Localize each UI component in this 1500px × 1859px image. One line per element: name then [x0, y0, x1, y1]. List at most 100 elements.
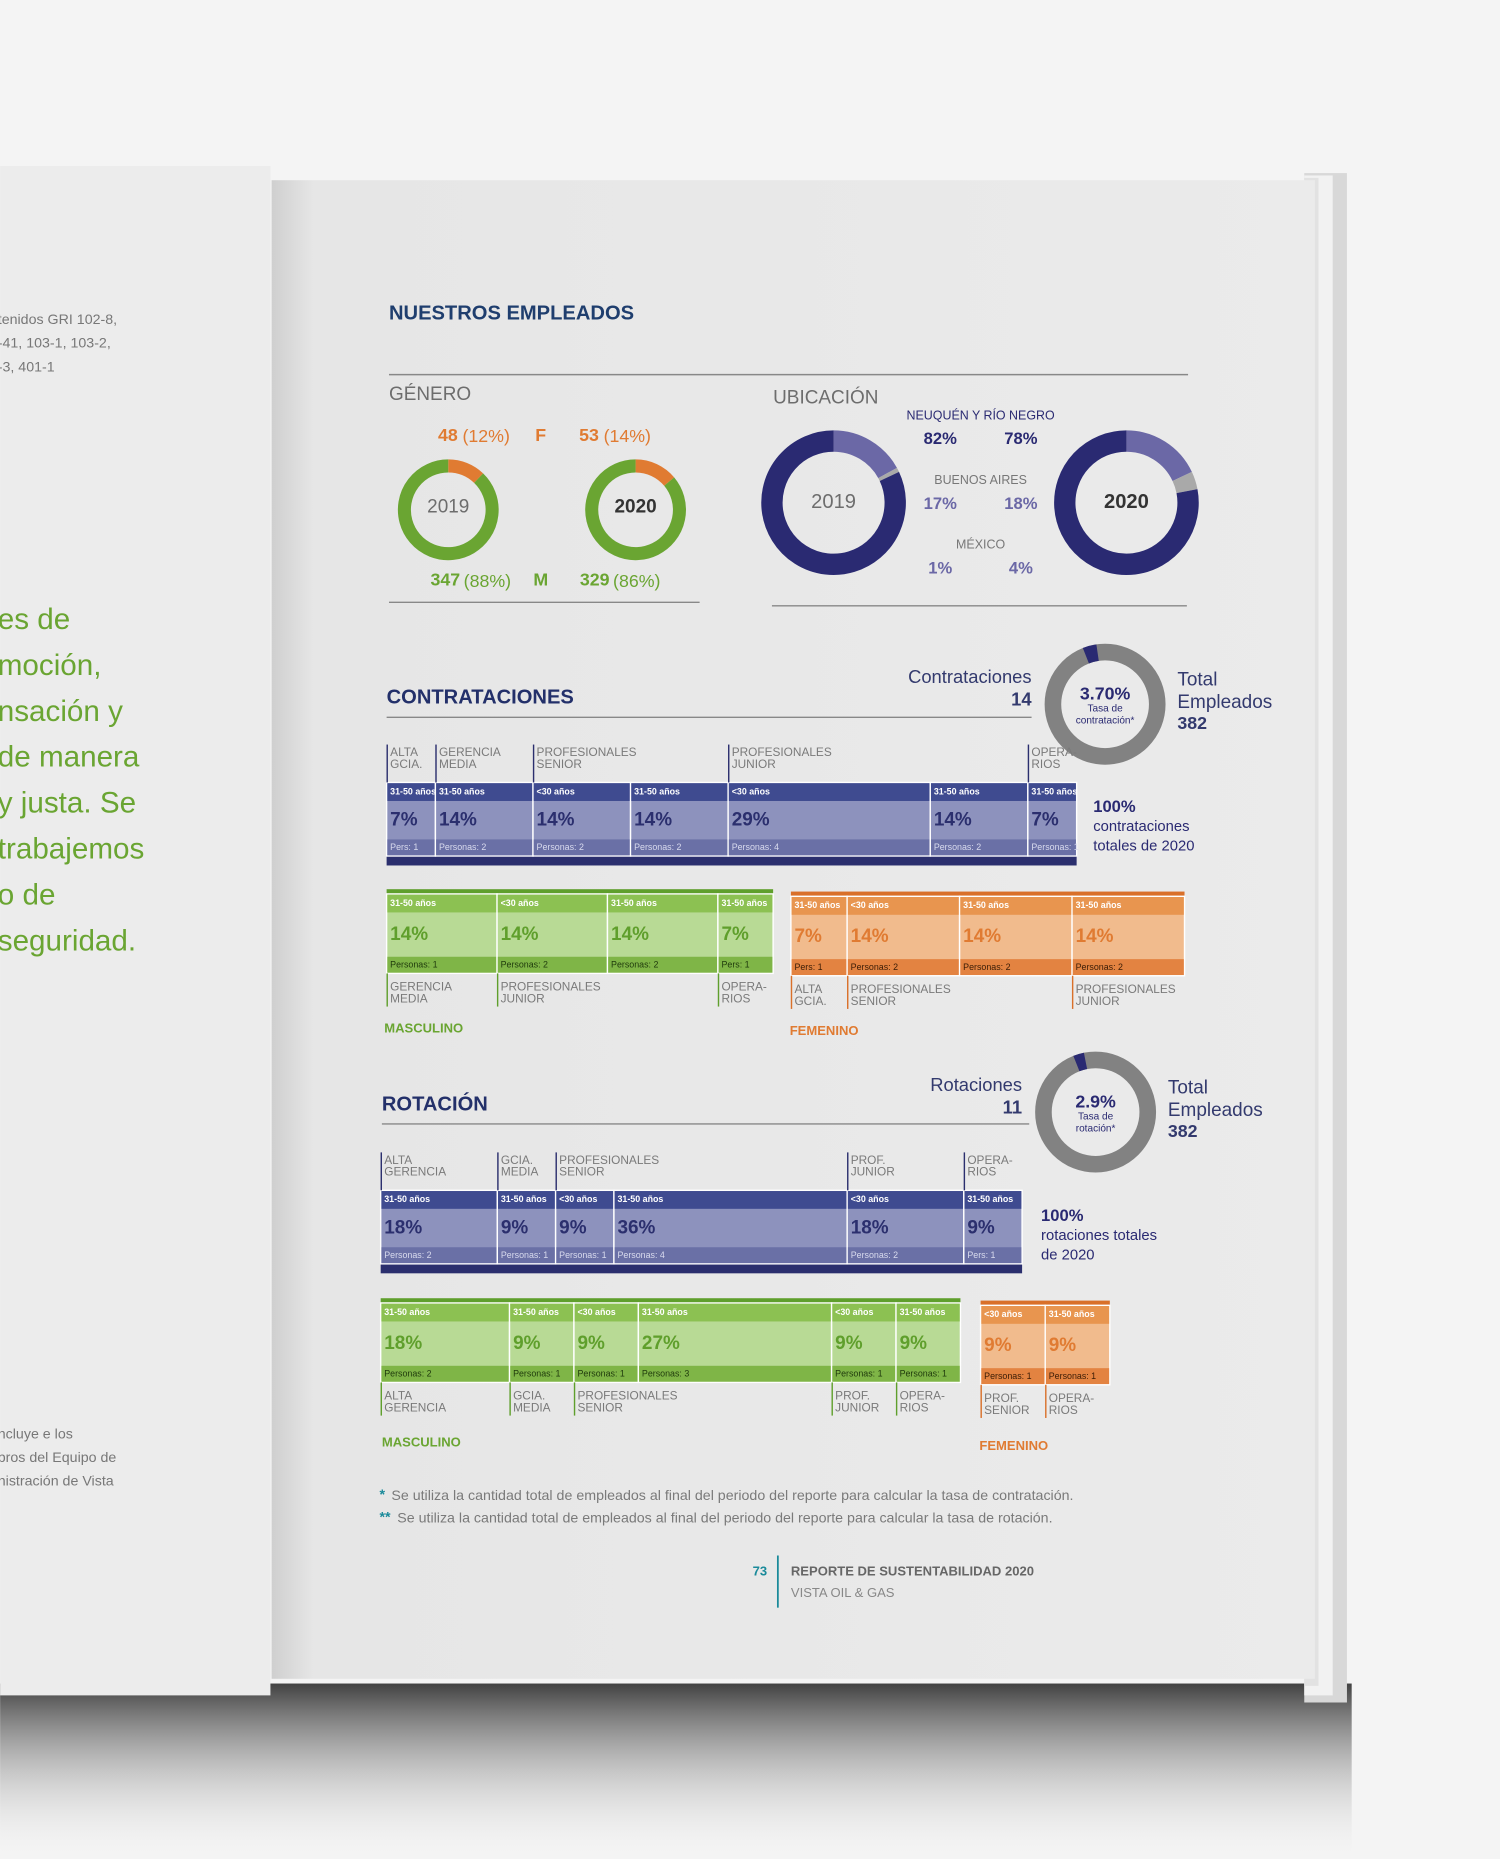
count: 11	[1003, 1096, 1022, 1117]
age-label: <30 años	[501, 898, 539, 908]
age-label: 31-50 años	[513, 1307, 559, 1317]
quote-line: y justa. Se	[0, 787, 136, 820]
page-number: 73	[753, 1564, 767, 1579]
age-label: <30 años	[559, 1194, 597, 1204]
segment-header	[1072, 897, 1184, 915]
personas-label: Personas: 4	[732, 842, 779, 852]
section-title: ROTACIÓN	[382, 1091, 488, 1115]
segment-footer	[960, 959, 1072, 976]
age-label: 31-50 años	[384, 1194, 430, 1204]
footnote-marker: *	[380, 1487, 386, 1503]
group-label: JUNIOR	[851, 1165, 895, 1179]
personas-label: Pers: 1	[721, 959, 749, 969]
donut-segment	[878, 467, 900, 482]
left-page	[0, 165, 271, 1696]
group-label: SENIOR	[577, 1401, 622, 1415]
group-label: OPERA-	[967, 1153, 1012, 1167]
group-label: RIOS	[900, 1401, 929, 1415]
donut-segment	[585, 459, 686, 561]
group-label: PROFESIONALES	[732, 745, 832, 759]
age-label: 31-50 años	[634, 786, 680, 796]
book-shadow	[0, 1683, 1352, 1859]
age-label: 31-50 años	[439, 786, 485, 796]
segment-percent: 9%	[984, 1335, 1012, 1356]
footnote: Se utiliza la cantidad total de empleado…	[397, 1510, 1052, 1526]
segment-header	[533, 783, 630, 801]
group-label: PROFESIONALES	[501, 980, 601, 994]
group-label: OPERA-	[1031, 745, 1076, 759]
donut-segment	[1054, 430, 1199, 575]
segment-footer	[533, 839, 630, 856]
group-label: PROFESIONALES	[1076, 982, 1176, 996]
gri-text: tenidos GRI 102-8,	[0, 312, 117, 328]
quote-line: seguridad.	[0, 924, 136, 957]
age-label: 31-50 años	[963, 900, 1009, 910]
segment-header	[1028, 783, 1076, 801]
segment-percent: 9%	[501, 1217, 529, 1238]
percent: (12%)	[462, 426, 509, 446]
segment-footer	[614, 1247, 847, 1264]
group-label: PROFESIONALES	[537, 745, 637, 759]
group-label: MEDIA	[439, 757, 477, 771]
group-label: GCIA.	[794, 994, 826, 1008]
segment-percent: 14%	[851, 926, 889, 947]
personas-label: Personas: 1	[984, 1371, 1031, 1381]
segment-header	[556, 1191, 614, 1209]
segment-footer	[639, 1365, 831, 1382]
group-label: PROF.	[835, 1389, 870, 1403]
footnote-marker: **	[380, 1509, 392, 1525]
company-name: VISTA OIL & GAS	[791, 1585, 895, 1600]
group-label: PROFESIONALES	[851, 982, 951, 996]
age-label: 31-50 años	[934, 786, 980, 796]
group-label: SENIOR	[559, 1165, 604, 1179]
bar-base	[380, 1298, 961, 1303]
segment-percent: 9%	[577, 1333, 605, 1354]
group-label: MEDIA	[501, 1165, 539, 1179]
total-label: Empleados	[1168, 1100, 1263, 1121]
group-label: SENIOR	[984, 1403, 1029, 1417]
gri-text: -41, 103-1, 103-2,	[0, 336, 111, 352]
age-label: 31-50 años	[967, 1194, 1013, 1204]
segment-header	[960, 897, 1072, 915]
personas-label: Personas: 3	[642, 1368, 689, 1378]
region-name: BUENOS AIRES	[934, 473, 1027, 487]
count: 48	[438, 425, 458, 445]
quote-line: es de	[0, 603, 70, 636]
segment-footer	[728, 839, 930, 856]
group-label: GCIA.	[513, 1389, 545, 1403]
personas-label: Personas: 4	[617, 1250, 664, 1260]
summary: totales de 2020	[1093, 838, 1194, 854]
group-label: MEDIA	[513, 1401, 551, 1415]
count: 53	[579, 425, 599, 445]
summary: contrataciones	[1093, 819, 1189, 835]
segment-footer	[510, 1365, 574, 1382]
personas-label: Personas: 1	[501, 1250, 548, 1260]
personas-label: Personas: 2	[934, 842, 981, 852]
segment-header	[728, 783, 930, 801]
segment-header	[498, 1191, 555, 1209]
segment-header	[436, 783, 533, 801]
age-label: 31-50 años	[501, 1194, 547, 1204]
total: 382	[1168, 1121, 1198, 1141]
segment-header	[497, 894, 607, 913]
segment-header	[510, 1303, 574, 1322]
segment-footer	[791, 959, 847, 976]
group-label: GERENCIA	[439, 745, 501, 759]
personas-label: Pers: 1	[794, 962, 822, 972]
group-label: GERENCIA	[390, 980, 452, 994]
section-title: NUESTROS EMPLEADOS	[389, 303, 634, 325]
year-label: 2020	[615, 496, 657, 517]
age-label: 31-50 años	[390, 898, 436, 908]
segment-footer	[930, 839, 1028, 856]
personas-label: Personas: 2	[1076, 962, 1123, 972]
summary: 100%	[1041, 1206, 1084, 1225]
segment-footer	[1072, 959, 1184, 976]
segment-footer	[436, 839, 533, 856]
group-label: SENIOR	[537, 757, 582, 771]
segment-percent: 29%	[732, 809, 770, 830]
bar-base	[790, 891, 1185, 897]
note-text: ncluye e los	[0, 1426, 73, 1442]
bar-base	[386, 855, 1077, 866]
region-percent: 82%	[924, 429, 957, 448]
